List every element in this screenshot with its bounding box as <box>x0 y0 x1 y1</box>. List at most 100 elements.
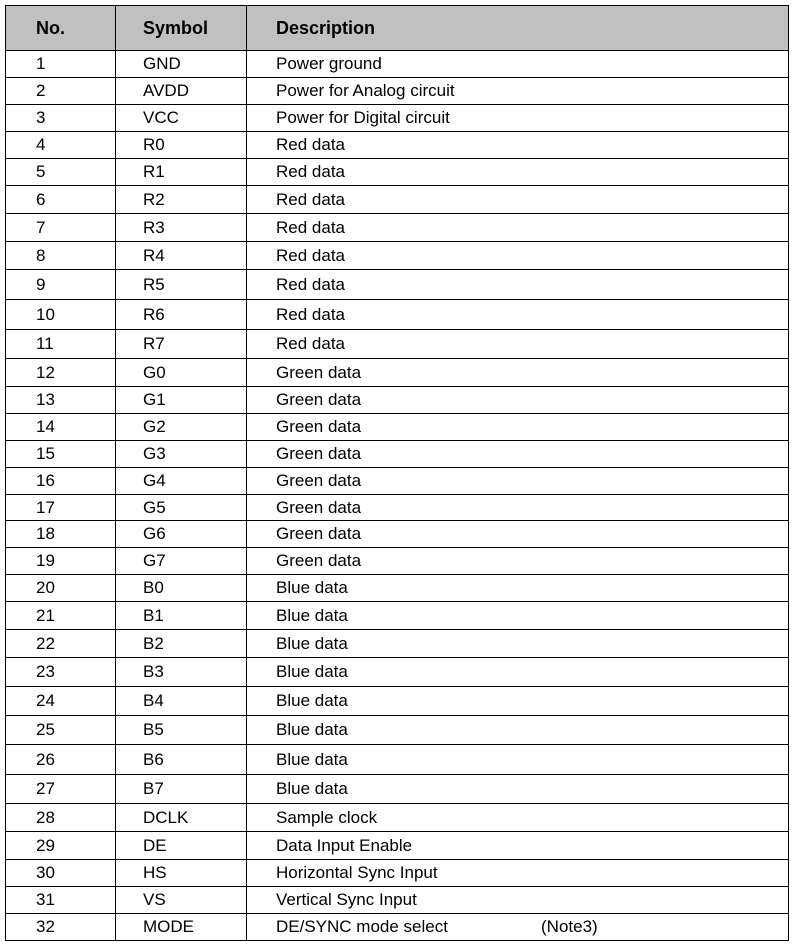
pin-description: Power ground <box>246 50 789 78</box>
pin-symbol-text: R1 <box>143 162 165 181</box>
table-row: 10 R6 Red data <box>5 299 789 330</box>
pin-description-text: Red data <box>276 162 345 181</box>
pin-symbol-text: G2 <box>143 417 166 436</box>
pin-number: 19 <box>5 547 116 575</box>
pin-symbol: B6 <box>115 744 247 775</box>
pin-number: 9 <box>5 269 116 300</box>
pin-symbol: DE <box>115 831 247 860</box>
pin-description: Green data <box>246 467 789 495</box>
pin-symbol: R2 <box>115 185 247 214</box>
pin-number-text: 14 <box>36 417 55 436</box>
pin-description: Red data <box>246 299 789 330</box>
pin-description-text: Green data <box>276 362 362 382</box>
pin-description: Blue data <box>246 574 789 602</box>
pin-symbol: HS <box>115 859 247 887</box>
pin-symbol-text: B0 <box>143 578 164 597</box>
table-row: 24 B4 Blue data <box>5 686 789 716</box>
pin-symbol: VS <box>115 886 247 914</box>
pin-number-text: 19 <box>36 551 55 570</box>
pin-symbol: R3 <box>115 213 247 242</box>
pin-number: 10 <box>5 299 116 330</box>
pin-number: 12 <box>5 358 116 387</box>
pin-number: 24 <box>5 686 116 716</box>
pin-symbol: G6 <box>115 520 247 548</box>
table-row: 32 MODE DE/SYNC mode select (Note3) <box>5 913 789 941</box>
pin-symbol: G5 <box>115 494 247 521</box>
pin-number: 15 <box>5 440 116 468</box>
pin-number: 32 <box>5 913 116 941</box>
pin-number: 8 <box>5 241 116 270</box>
pin-symbol-text: B5 <box>143 720 164 739</box>
pin-number-text: 26 <box>36 749 55 769</box>
pin-number: 30 <box>5 859 116 887</box>
table-row: 4 R0 Red data <box>5 131 789 159</box>
pin-symbol: G4 <box>115 467 247 495</box>
pin-table: No. Symbol Description 1 GND Power ground 2… <box>5 5 789 941</box>
pin-number: 16 <box>5 467 116 495</box>
pin-symbol-text: B4 <box>143 691 164 710</box>
table-row: 31 VS Vertical Sync Input <box>5 886 789 914</box>
pin-symbol-text: G4 <box>143 471 166 490</box>
pin-symbol-text: G7 <box>143 551 166 570</box>
pin-description: Horizontal Sync Input <box>246 859 789 887</box>
pin-description-text: Vertical Sync Input <box>276 890 417 909</box>
pin-number: 21 <box>5 601 116 630</box>
pin-number: 28 <box>5 803 116 832</box>
pin-description-text: Sample clock <box>276 807 378 827</box>
pin-number-text: 7 <box>36 217 46 237</box>
pin-description: Green data <box>246 386 789 414</box>
pin-description-text: Red data <box>276 334 345 353</box>
pin-description-text: Blue data <box>276 605 348 625</box>
pin-description-text: Blue data <box>276 749 348 769</box>
pin-number: 25 <box>5 715 116 745</box>
pin-description: Blue data <box>246 774 789 804</box>
pin-description-text: Blue data <box>276 578 348 597</box>
pin-symbol: G2 <box>115 413 247 441</box>
pin-number: 7 <box>5 213 116 242</box>
table-row: 8 R4 Red data <box>5 241 789 270</box>
pin-description-text: Red data <box>276 217 345 237</box>
pin-number: 20 <box>5 574 116 602</box>
table-body: 1 GND Power ground 2 AVDD Power for Analog ci… <box>5 50 789 941</box>
pin-number-text: 6 <box>36 189 46 209</box>
pin-description: Blue data <box>246 601 789 630</box>
pin-number-text: 8 <box>36 245 46 265</box>
pin-symbol-text: B7 <box>143 779 164 798</box>
pin-description-text: Blue data <box>276 691 348 710</box>
table-row: 12 G0 Green data <box>5 358 789 387</box>
pin-description-text: Blue data <box>276 720 348 739</box>
pin-description: DE/SYNC mode select (Note3) <box>246 913 789 941</box>
pin-description-text: Power for Analog circuit <box>276 81 455 100</box>
pin-symbol-text: R4 <box>143 245 165 265</box>
pin-number-text: 5 <box>36 162 46 181</box>
pin-symbol: R4 <box>115 241 247 270</box>
pin-description: Green data <box>246 413 789 441</box>
table-row: 21 B1 Blue data <box>5 601 789 630</box>
header-row: No. Symbol Description <box>5 5 789 51</box>
pin-description: Vertical Sync Input <box>246 886 789 914</box>
pin-number: 14 <box>5 413 116 441</box>
pin-symbol-text: HS <box>143 863 167 882</box>
pin-symbol-text: R0 <box>143 135 165 154</box>
pin-symbol: R6 <box>115 299 247 330</box>
pin-number-text: 16 <box>36 471 55 490</box>
pin-description-text: Green data <box>276 417 362 436</box>
pin-symbol: B3 <box>115 657 247 687</box>
pin-number: 11 <box>5 329 116 359</box>
pin-description: Red data <box>246 329 789 359</box>
table-row: 15 G3 Green data <box>5 440 789 468</box>
pin-number-text: 25 <box>36 720 55 739</box>
pin-symbol: R5 <box>115 269 247 300</box>
pin-symbol: B5 <box>115 715 247 745</box>
pin-symbol-text: AVDD <box>143 81 189 100</box>
pin-symbol: R0 <box>115 131 247 159</box>
pin-description: Green data <box>246 520 789 548</box>
pin-description-text: Power for Digital circuit <box>276 108 450 127</box>
pin-symbol: G1 <box>115 386 247 414</box>
pin-symbol: VCC <box>115 104 247 132</box>
pin-number-text: 31 <box>36 890 55 909</box>
table-row: 23 B3 Blue data <box>5 657 789 687</box>
table-row: 30 HS Horizontal Sync Input <box>5 859 789 887</box>
pin-number-text: 3 <box>36 108 46 127</box>
pin-description-text: Red data <box>276 189 345 209</box>
